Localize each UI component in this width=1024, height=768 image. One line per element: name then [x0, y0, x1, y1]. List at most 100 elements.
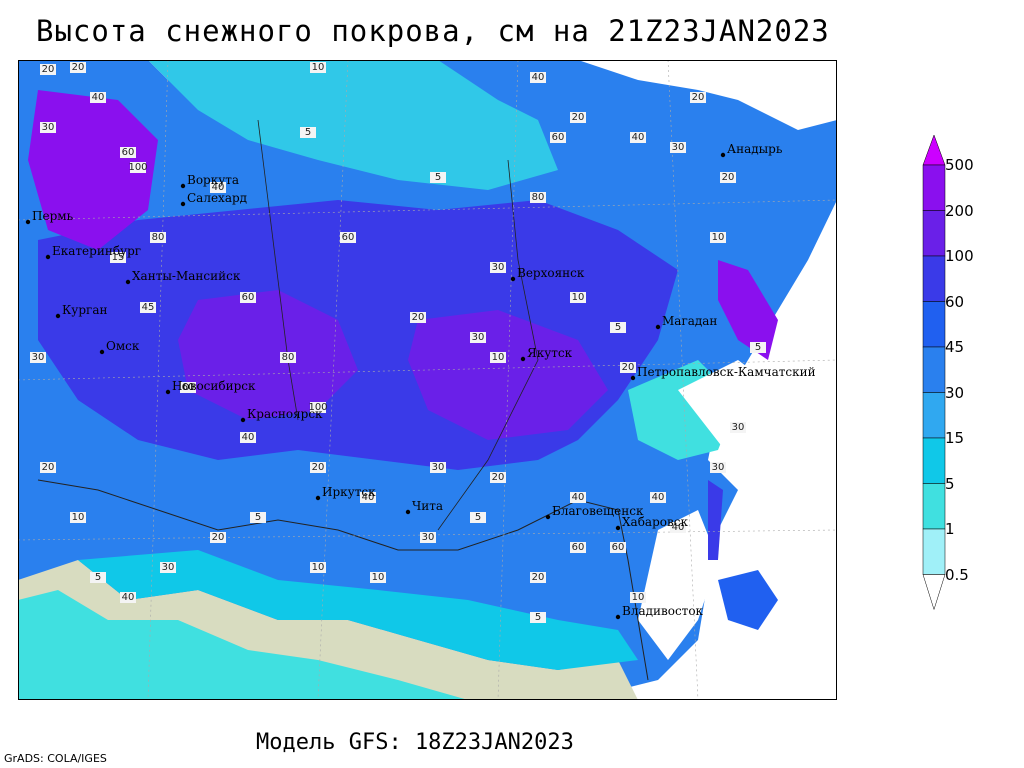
legend-label: 15: [945, 429, 965, 447]
contour-label-bg: [570, 492, 586, 503]
city-label: Чита: [412, 499, 443, 513]
city-marker: [180, 201, 186, 207]
contour-label: 20: [492, 472, 505, 483]
contour-label: 20: [622, 362, 635, 373]
contour-label-bg: [530, 72, 546, 83]
deep-snow-zone-kamchatka: [718, 260, 778, 360]
cities: Воркута Салехард Пермь Екатеринбург Ханты-Ма…: [25, 142, 816, 620]
contour-label-bg: [40, 462, 56, 473]
city-marker: [630, 375, 636, 381]
city-label: Салехард: [187, 191, 247, 205]
contour-label-bg: [120, 147, 136, 158]
contour-label: 10: [632, 592, 645, 603]
legend-box: [922, 392, 946, 439]
contour-label: 60: [122, 147, 135, 158]
legend-cap-bottom: [922, 574, 946, 611]
contour-label: 80: [532, 192, 545, 203]
contour-label-bg: [470, 512, 486, 523]
contour-label: 60: [612, 542, 625, 553]
legend-box: [922, 255, 946, 302]
contour-label-bg: [210, 182, 226, 193]
city-marker: [45, 254, 51, 260]
city-marker: [655, 324, 661, 330]
contour-label-bg: [250, 512, 266, 523]
contour-label: 40: [92, 92, 105, 103]
city-label: Омск: [106, 339, 140, 353]
contour-label: 5: [615, 322, 621, 333]
contour-label-bg: [120, 592, 136, 603]
city-marker: [180, 183, 186, 189]
legend-box: [922, 528, 946, 575]
contour-label: 60: [572, 542, 585, 553]
city-marker: [125, 279, 131, 285]
city-label: Верхоянск: [517, 266, 585, 280]
contour-label-bg: [210, 532, 226, 543]
contour-label: 40: [572, 492, 585, 503]
sea-japan: [638, 510, 718, 660]
contour-label-bg: [490, 262, 506, 273]
contour-label-bg: [690, 92, 706, 103]
city-marker: [240, 417, 246, 423]
contour-label-bg: [300, 127, 316, 138]
contour-label-bg: [310, 402, 326, 413]
contour-label: 40: [242, 432, 255, 443]
sea-ice-arctic: [148, 60, 558, 190]
contour-label-bg: [570, 292, 586, 303]
legend-box: [922, 301, 946, 348]
contour-label-bg: [90, 92, 106, 103]
contour-label-bg: [110, 252, 126, 263]
contour-label: 30: [732, 422, 745, 433]
legend-box: [922, 483, 946, 530]
contour-label-bg: [490, 352, 506, 363]
city-marker: [615, 614, 621, 620]
city-marker: [520, 356, 526, 362]
contour-label: 100: [308, 402, 327, 413]
city-label: Хабаровск: [622, 515, 688, 529]
city-label: Магадан: [662, 314, 717, 328]
contour-label: 100: [128, 162, 147, 173]
legend-label: 0.5: [945, 565, 969, 584]
contour-label: 10: [372, 572, 385, 583]
contour-label: 40: [632, 132, 645, 143]
city-label: Пермь: [32, 209, 74, 223]
contour-label: 5: [435, 172, 441, 183]
contour-label-bg: [490, 472, 506, 483]
contour-label-bg: [150, 232, 166, 243]
city-marker: [25, 219, 31, 225]
contour-label-bg: [710, 462, 726, 473]
contour-label-bg: [310, 562, 326, 573]
city-marker: [165, 389, 171, 395]
contour-label: 20: [212, 532, 225, 543]
city-label: Екатеринбург: [52, 244, 141, 258]
contour-label: 15: [112, 252, 125, 263]
contour-label: 5: [755, 342, 761, 353]
contour-label: 20: [532, 572, 545, 583]
contour-label: 40: [532, 72, 545, 83]
hokkaido-island: [718, 570, 778, 630]
contour-label: 5: [95, 572, 101, 583]
contour-label: 20: [42, 462, 55, 473]
contour-label-bg: [610, 322, 626, 333]
contour-label-bg: [430, 172, 446, 183]
graticule: [18, 60, 837, 700]
contour-label-bg: [310, 462, 326, 473]
contour-label: 10: [72, 512, 85, 523]
contour-label: 60: [242, 292, 255, 303]
contour-label: 10: [712, 232, 725, 243]
city-marker: [55, 313, 61, 319]
city-marker: [545, 514, 551, 520]
contour-label: 5: [535, 612, 541, 623]
city-label: Благовещенск: [552, 504, 644, 518]
contour-label-bg: [410, 312, 426, 323]
contour-label-bg: [240, 432, 256, 443]
contour-label-bg: [710, 232, 726, 243]
contour-label-bg: [570, 112, 586, 123]
model-label: Модель GFS: 18Z23JAN2023: [256, 730, 574, 755]
contour-label: 20: [692, 92, 705, 103]
ocean-pacific: [678, 360, 837, 700]
contour-label-bg: [90, 572, 106, 583]
contour-label: 60: [182, 382, 195, 393]
contour-label-bg: [180, 382, 196, 393]
deep-snow-zone-west: [178, 290, 358, 420]
city-label: Воркута: [187, 173, 239, 187]
